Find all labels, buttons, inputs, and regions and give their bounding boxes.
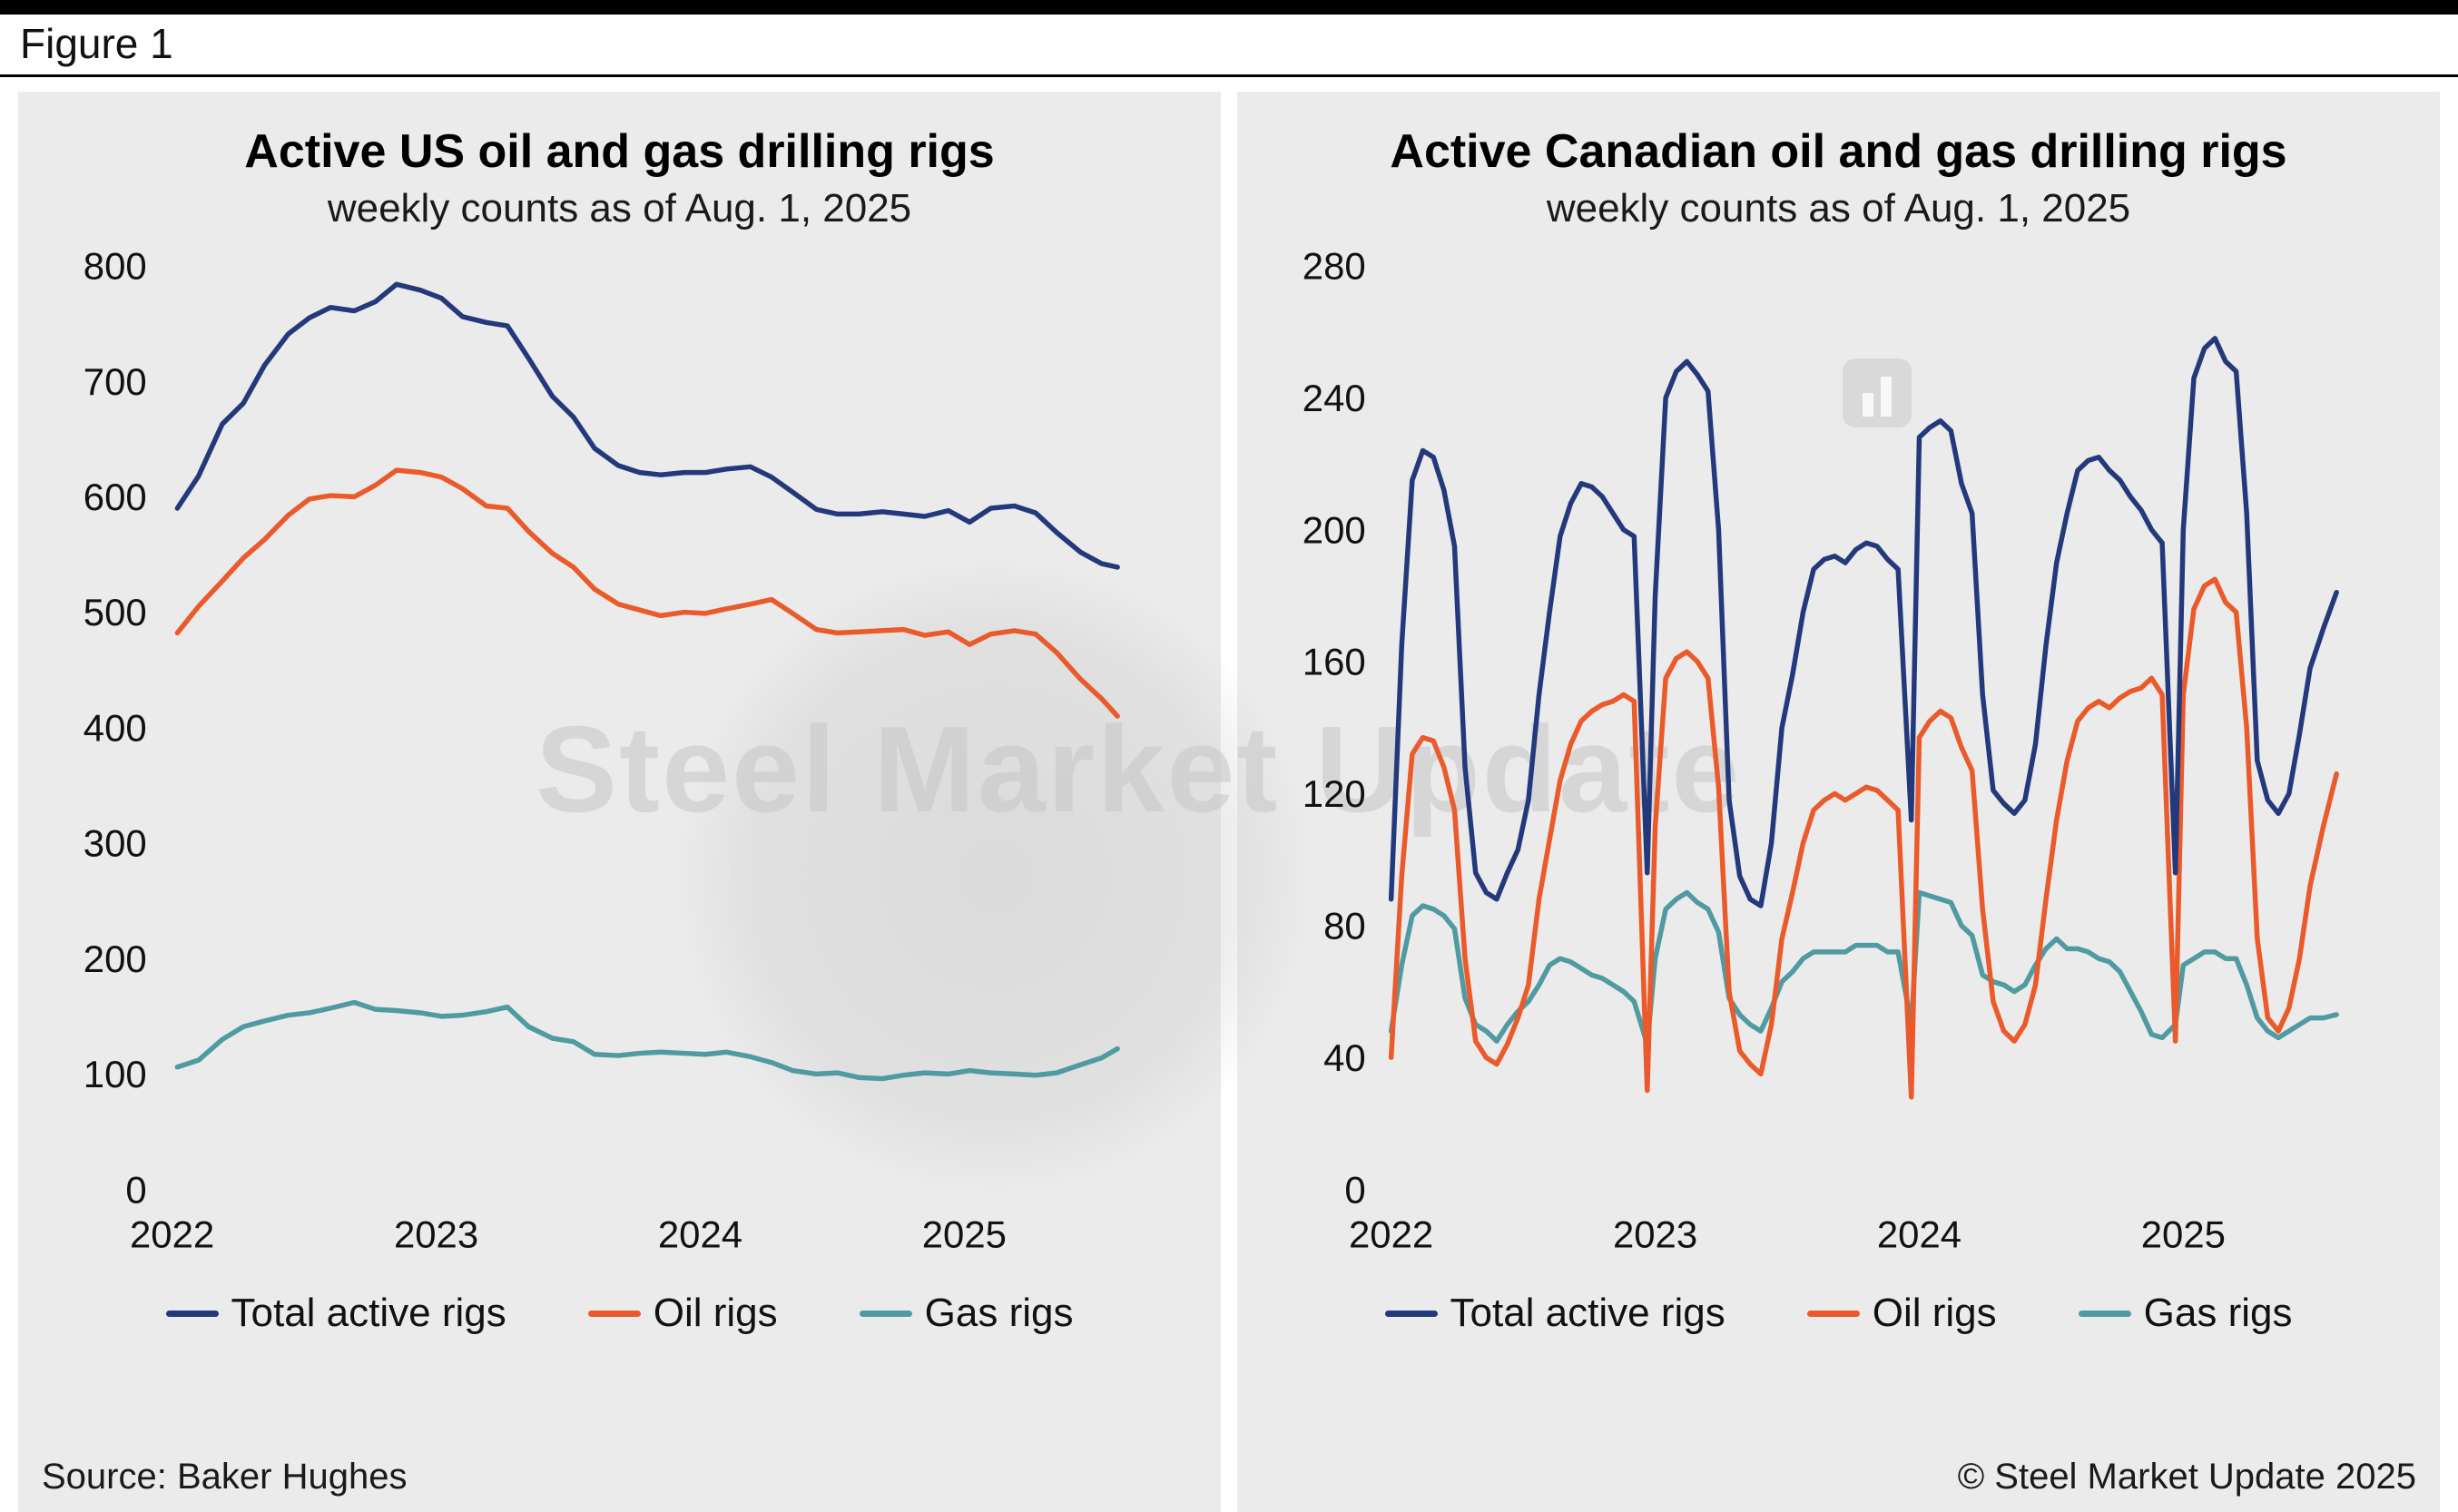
legend-label: Oil rigs [653,1291,778,1336]
x-tick-label: 2024 [1877,1213,1961,1255]
x-tick-label: 2024 [658,1213,742,1255]
x-tick-label: 2022 [1349,1213,1433,1255]
chart-svg: 0 40 80 120 160 200 240 280 2022 2023 2024 2025 [1303,245,2339,1255]
x-tick-label: 2022 [130,1213,214,1255]
y-tick-label: 40 [1323,1036,1366,1079]
legend-swatch [587,1310,641,1317]
legend-swatch [1806,1310,1860,1317]
figure-label: Figure 1 [20,20,173,67]
series-line [1388,576,2339,1100]
canada-chart: 0 40 80 120 160 200 240 280 2022 2023 2024 2025 [1237,239,2440,1280]
x-tick-label: 2023 [1613,1213,1697,1255]
legend-swatch [1384,1310,1438,1317]
y-tick-label: 240 [1303,377,1366,419]
top-black-bar [0,0,2458,15]
legend-item: Total active rigs [165,1291,506,1336]
y-tick-label: 280 [1303,245,1366,288]
legend-item: Oil rigs [1806,1291,1997,1336]
legend-item: Total active rigs [1384,1291,1726,1336]
legend-swatch [165,1310,219,1317]
y-tick-label: 120 [1303,772,1366,815]
y-tick-label: 700 [84,360,147,403]
y-tick-label: 0 [125,1168,146,1211]
source-note: Source: Baker Hughes [42,1457,408,1497]
legend-swatch [859,1310,912,1317]
us-chart: 0 100 200 300 400 500 600 700 800 2022 2023 2024 202… [18,239,1221,1280]
legend-item: Gas rigs [859,1291,1074,1336]
legend-item: Oil rigs [587,1291,778,1336]
chart-svg: 0 100 200 300 400 500 600 700 800 2022 2023 2024 202… [84,245,1120,1255]
us-chart-subtitle: weekly counts as of Aug. 1, 2025 [327,186,912,231]
canada-chart-title: Active Canadian oil and gas drilling rig… [1390,125,2287,178]
legend-item: Gas rigs [2078,1291,2293,1336]
x-tick-label: 2025 [2141,1213,2226,1255]
series-line [174,467,1120,719]
y-tick-label: 800 [84,245,147,288]
canada-chart-panel: Active Canadian oil and gas drilling rig… [1237,92,2440,1512]
y-tick-label: 300 [84,822,147,865]
us-chart-panel: Active US oil and gas drilling rigs week… [18,92,1221,1512]
y-tick-label: 200 [84,938,147,980]
y-tick-label: 200 [1303,508,1366,551]
legend-label: Oil rigs [1872,1291,1997,1336]
y-tick-label: 160 [1303,641,1366,683]
canada-chart-legend: Total active rigs Oil rigs Gas rigs [1237,1291,2440,1336]
us-chart-title: Active US oil and gas drilling rigs [244,125,995,178]
copyright-note: © Steel Market Update 2025 [1957,1457,2416,1497]
us-chart-legend: Total active rigs Oil rigs Gas rigs [18,1291,1221,1336]
chart-panels: Active US oil and gas drilling rigs week… [0,77,2458,1512]
series-line [174,281,1120,570]
figure-divider [0,74,2458,77]
y-tick-label: 100 [84,1053,147,1095]
y-tick-label: 600 [84,476,147,518]
y-tick-label: 80 [1323,905,1366,947]
legend-label: Total active rigs [231,1291,506,1336]
canada-chart-subtitle: weekly counts as of Aug. 1, 2025 [1546,186,2131,231]
series-line [174,999,1120,1082]
y-tick-label: 0 [1344,1168,1365,1211]
x-tick-label: 2023 [394,1213,478,1255]
legend-swatch [2078,1310,2131,1317]
legend-label: Gas rigs [924,1291,1074,1336]
series-line [1388,336,2339,908]
y-tick-label: 500 [84,591,147,633]
x-tick-label: 2025 [922,1213,1007,1255]
y-tick-label: 400 [84,706,147,749]
legend-label: Total active rigs [1450,1291,1726,1336]
legend-label: Gas rigs [2143,1291,2293,1336]
